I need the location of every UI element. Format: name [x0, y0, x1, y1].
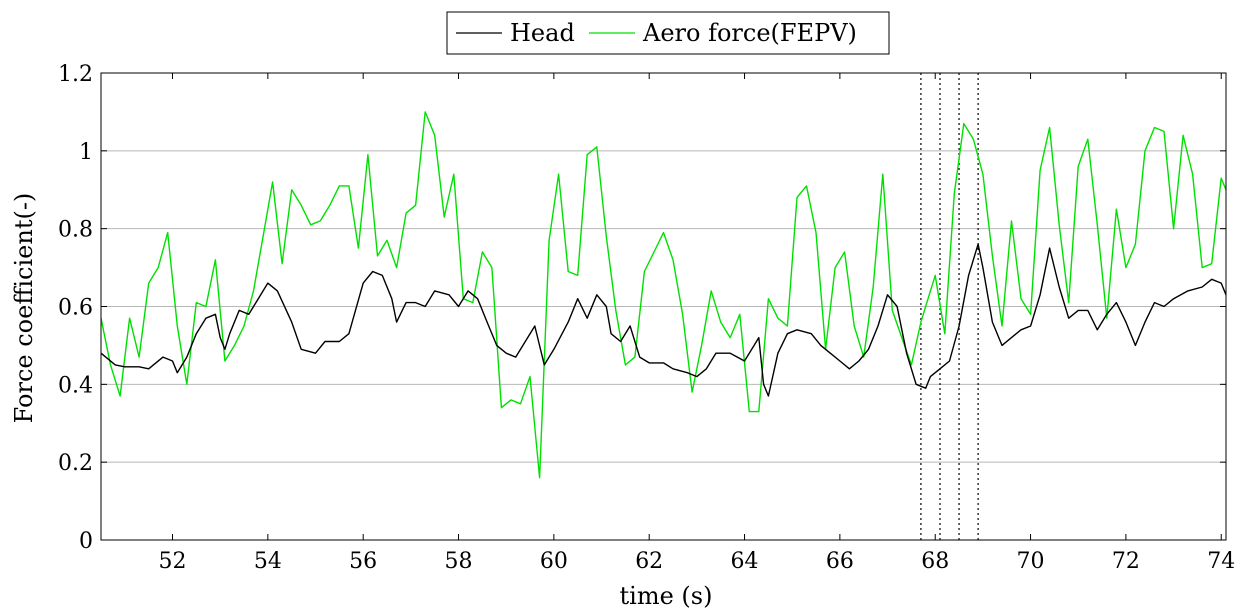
x-tick-label: 58	[445, 549, 473, 574]
series-lines	[100, 111, 1227, 479]
x-tick-label: 68	[921, 549, 949, 574]
y-tick-label: 0.2	[58, 451, 93, 476]
legend-label-head: Head	[510, 19, 575, 47]
y-tick-label: 1	[79, 140, 93, 165]
y-axis-title: Force coefficient(-)	[10, 193, 38, 424]
x-tick-label: 64	[731, 549, 759, 574]
y-tick-label: 0.6	[58, 296, 93, 321]
y-tick-label: 1.2	[58, 62, 93, 87]
series-line-aero-force-fepv	[100, 111, 1227, 479]
axis-ticks: 0 0.2 0.4 0.6 0.8 1 1.2 52 54 56 58 60 62 64 66 68 70 72 7…	[58, 62, 1235, 574]
x-tick-label: 54	[254, 549, 282, 574]
y-tick-label: 0	[79, 529, 93, 554]
legend: Head Aero force(FEPV)	[446, 11, 890, 55]
x-tick-label: 62	[635, 549, 663, 574]
grid-lines	[101, 150, 1226, 463]
x-tick-label: 66	[826, 549, 854, 574]
x-tick-label: 70	[1017, 549, 1045, 574]
legend-box	[446, 11, 890, 55]
y-tick-label: 0.4	[58, 373, 93, 398]
x-axis-title: time (s)	[620, 582, 713, 610]
x-tick-label: 72	[1112, 549, 1140, 574]
x-tick-label: 56	[349, 549, 377, 574]
x-tick-label: 74	[1207, 549, 1235, 574]
legend-label-aero: Aero force(FEPV)	[642, 19, 857, 47]
series-line-head	[100, 243, 1227, 397]
x-tick-label: 60	[540, 549, 568, 574]
x-tick-label: 52	[159, 549, 187, 574]
y-tick-label: 0.8	[58, 218, 93, 243]
